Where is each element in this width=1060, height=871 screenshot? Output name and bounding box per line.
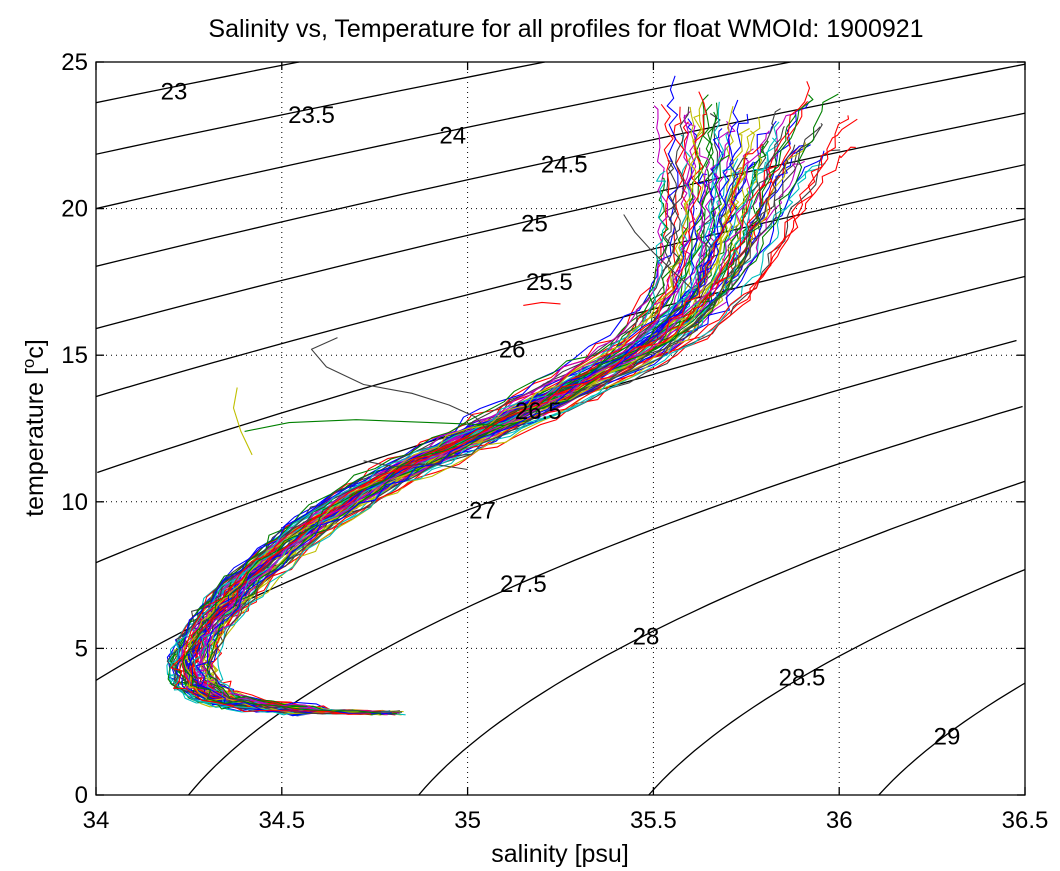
grid [96,62,1025,795]
x-tick-label: 35.5 [630,807,677,834]
isopycnal-label: 29 [934,723,961,750]
profile-line [206,114,797,716]
x-tick-label: 34.5 [258,807,305,834]
profile-line [169,170,667,716]
profile-line [244,419,505,432]
profile-line [185,121,689,715]
profile-line [187,144,796,715]
profile-line [190,91,707,715]
profile-line [188,118,698,714]
x-tick-label: 36 [826,807,853,834]
x-axis-label: salinity [psu] [491,840,629,868]
profile-line [193,101,724,714]
x-axis: 34 34.5 35 35.5 36 36.5 [83,62,1049,834]
profile-line [189,112,797,717]
y-tick-label: 0 [75,782,88,809]
x-tick-label: 35 [454,807,481,834]
isopycnal-line [188,405,1023,795]
profile-line [171,101,704,716]
y-tick-label: 10 [61,489,88,516]
y-axis-label-end: c] [21,339,49,358]
profile-line [196,130,770,716]
profile-line [195,99,739,715]
isopycnal-line [648,568,1025,795]
profile-line [199,93,839,715]
profile-line [170,143,764,715]
profile-line [197,114,697,712]
plot-frame [95,61,1026,796]
profile-line [175,153,676,715]
x-tick-label: 36.5 [1002,807,1049,834]
y-axis-label-superscript: o [19,359,38,368]
profile-line [177,103,674,714]
profile-line [188,102,718,715]
y-tick-label: 15 [61,342,88,369]
y-tick-label: 5 [75,635,88,662]
isopycnal-line [96,112,1025,330]
isopycnal-line [96,63,1025,267]
profile-line [363,460,468,471]
profile-line [169,94,709,713]
x-tick-label: 34 [83,807,110,834]
isopycnal-label: 24 [439,122,466,149]
isopycnal-line [878,682,1025,795]
isopycnal-line [97,218,1025,474]
profile-line [166,106,690,713]
profile-line [208,125,785,715]
isopycnal-label: 28 [633,624,660,651]
profile-line [523,301,561,306]
isopycnal-label: 24.5 [541,152,588,179]
isopycnal-labels: 23 23.5 24 24.5 25 25.5 26 26.5 27 27.5 28 28.5 29 [161,78,961,750]
isopycnal-label: 28.5 [779,665,826,692]
isopycnal-label: 23.5 [288,102,335,129]
isopycnal-label: 27.5 [500,571,547,598]
y-axis-label: temperature [oc] [19,339,49,517]
isopycnal-line [418,480,1025,795]
profile-line [190,161,680,715]
isopycnal-line [96,62,791,210]
y-axis-label-main: temperature [ [21,368,49,517]
chart-title: Salinity vs, Temperature for all profile… [208,15,923,43]
profile-line [206,114,706,715]
profile-line [183,106,699,716]
profile-line [232,387,253,456]
isopycnal-label: 23 [161,78,188,105]
profile-line [190,113,749,714]
profile-line [310,337,487,429]
isopycnal-label: 27 [469,498,496,525]
isopycnal-label: 26 [499,336,526,363]
y-tick-label: 25 [61,49,88,76]
profile-line [194,134,692,714]
isopycnal-label: 25 [521,210,548,237]
isopycnal-lines [96,62,1025,795]
profile-line [180,105,669,715]
isopycnal-label: 26.5 [515,398,562,425]
y-tick-label: 20 [61,196,88,223]
profile-line [176,161,755,715]
isopycnal-label: 25.5 [526,269,573,296]
y-axis: 0 5 10 15 20 25 [61,49,1025,809]
isopycnal-line [96,62,545,155]
profile-line [217,161,767,716]
profile-line [623,214,691,289]
profile-lines [166,75,858,717]
isopycnal-line [96,163,1025,398]
profile-line [191,103,713,714]
isopycnal-line [96,62,300,104]
